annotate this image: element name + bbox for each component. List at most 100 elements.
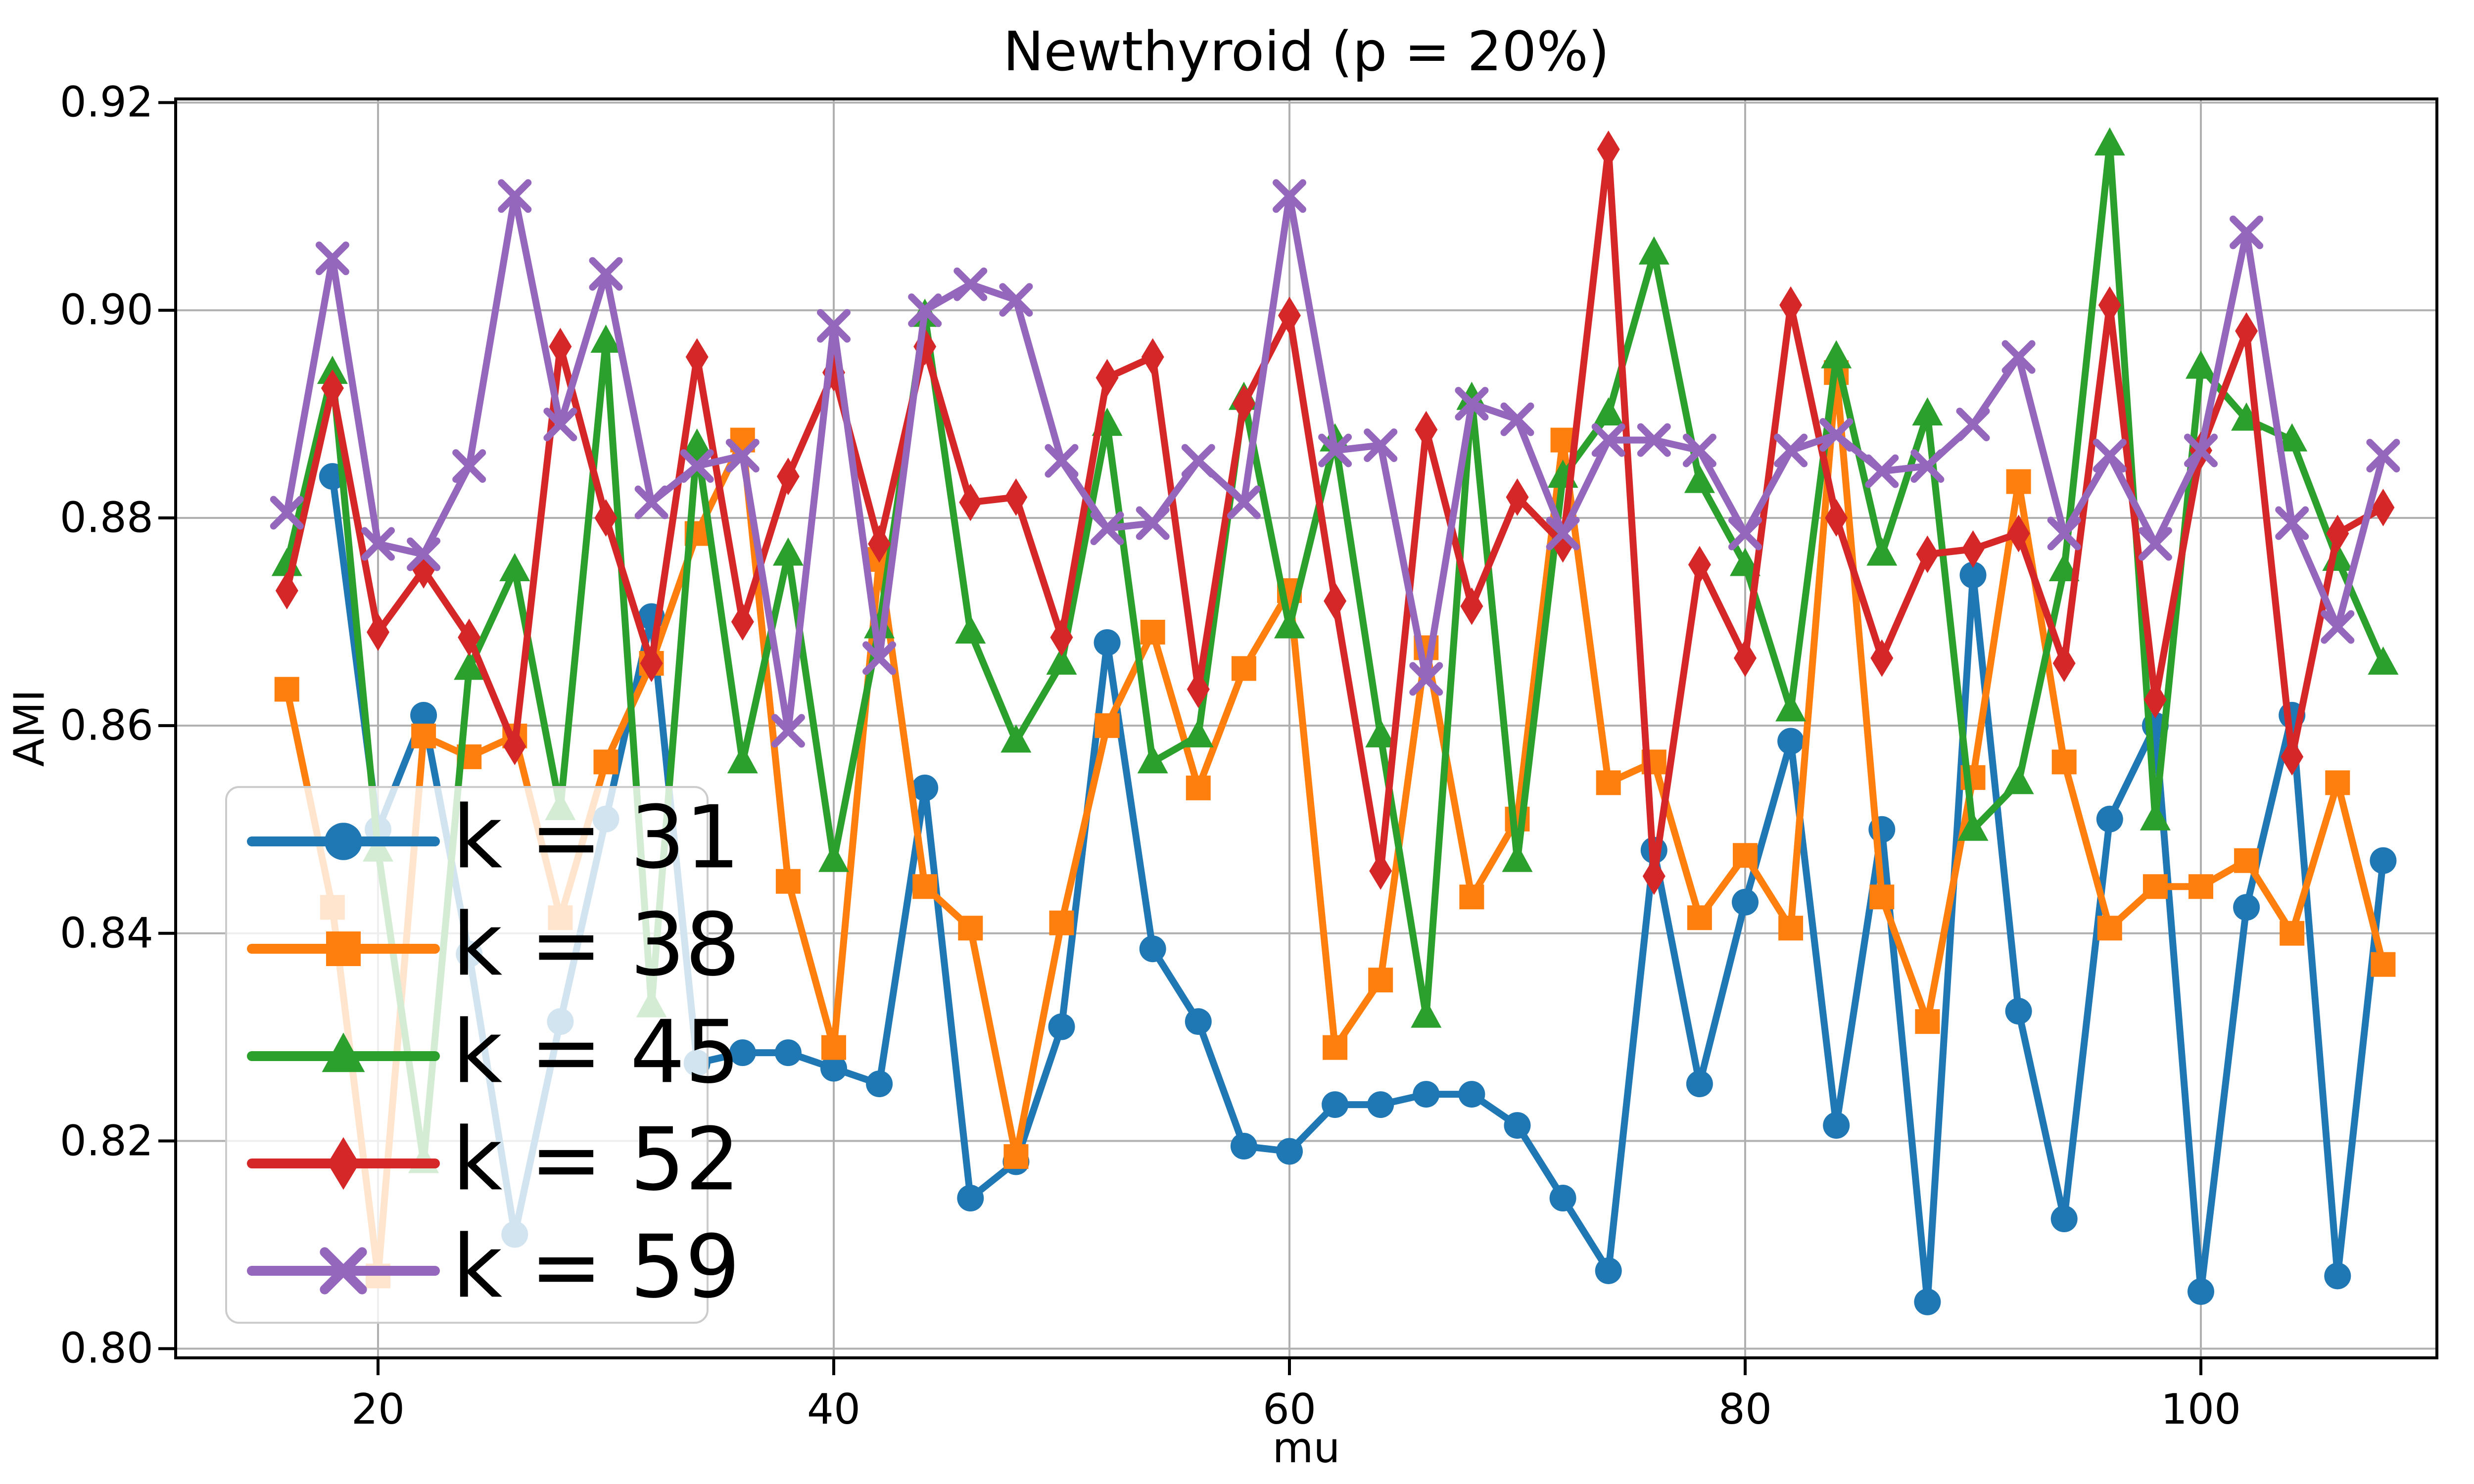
- data-point-marker: [361, 527, 395, 561]
- data-point-marker: [1318, 433, 1352, 467]
- data-point-marker: [912, 874, 938, 899]
- data-point-marker: [454, 651, 485, 680]
- data-point-marker: [1642, 857, 1665, 895]
- data-point-marker: [1688, 546, 1711, 584]
- legend-label: k = 38: [452, 894, 740, 995]
- x-tick-label: 20: [351, 1385, 405, 1434]
- data-point-marker: [1455, 387, 1489, 421]
- data-point-marker: [2277, 423, 2308, 452]
- data-point-marker: [2184, 433, 2218, 467]
- data-point-marker: [589, 257, 623, 291]
- data-point-marker: [1819, 418, 1854, 452]
- data-point-marker: [957, 1185, 984, 1212]
- data-point-marker: [367, 613, 389, 651]
- data-point-marker: [2186, 350, 2216, 379]
- data-point-marker: [1734, 639, 1757, 677]
- data-point-marker: [1185, 1008, 1212, 1035]
- data-point-marker: [1504, 1112, 1531, 1139]
- legend-item: k = 31: [227, 788, 740, 895]
- legend-label: k = 52: [452, 1109, 740, 1210]
- x-tick-label: 40: [807, 1385, 861, 1434]
- data-point-marker: [999, 283, 1033, 317]
- data-point-marker: [1137, 745, 1168, 774]
- data-point-marker: [315, 241, 349, 276]
- data-point-marker: [1413, 1081, 1440, 1108]
- data-point-marker: [1870, 639, 1894, 677]
- y-tick-label: 0.88: [59, 493, 153, 543]
- data-point-marker: [817, 309, 851, 343]
- data-point-marker: [681, 428, 713, 457]
- y-tick-label: 0.92: [59, 78, 153, 127]
- data-point-marker: [1365, 719, 1396, 747]
- y-tick-label: 0.90: [59, 285, 153, 335]
- x-tick-label: 80: [1718, 1385, 1772, 1434]
- data-point-marker: [2007, 514, 2030, 553]
- series-k=59: [270, 179, 2400, 748]
- data-point-marker: [1914, 1288, 1941, 1315]
- data-point-marker: [1682, 433, 1716, 467]
- data-point-marker: [2047, 516, 2081, 551]
- data-point-marker: [1597, 130, 1620, 168]
- data-point-marker: [2051, 749, 2077, 775]
- data-point-marker: [2230, 215, 2264, 249]
- data-point-marker: [1506, 478, 1529, 516]
- data-point-marker: [1094, 629, 1121, 656]
- data-point-marker: [774, 1039, 802, 1067]
- data-point-marker: [955, 615, 986, 644]
- data-point-marker: [2234, 848, 2259, 873]
- data-point-marker: [1596, 770, 1621, 795]
- data-point-marker: [549, 327, 572, 366]
- legend-item: k = 52: [227, 1110, 740, 1217]
- data-point-marker: [1139, 935, 1166, 963]
- data-point-marker: [680, 449, 714, 483]
- data-point-marker: [1866, 537, 1898, 566]
- data-point-marker: [953, 267, 988, 301]
- data-point-marker: [820, 1055, 847, 1082]
- data-point-marker: [2001, 340, 2036, 374]
- legend-sample-square-icon: [247, 931, 440, 966]
- data-point-marker: [1181, 444, 1215, 478]
- data-point-marker: [2281, 738, 2304, 776]
- data-point-marker: [1094, 713, 1120, 738]
- data-point-marker: [1916, 535, 1939, 573]
- data-point-marker: [2052, 644, 2076, 682]
- data-point-marker: [776, 458, 800, 496]
- data-point-marker: [2371, 952, 2396, 977]
- data-point-marker: [1048, 1013, 1075, 1040]
- data-point-marker: [771, 714, 805, 748]
- legend-item: k = 59: [227, 1217, 740, 1325]
- data-point-marker: [864, 610, 895, 639]
- data-point-marker: [1415, 411, 1438, 449]
- plot-border: [174, 97, 2438, 1359]
- data-point-marker: [868, 525, 891, 563]
- data-point-marker: [1050, 618, 1073, 656]
- data-point-marker: [911, 774, 939, 801]
- data-point-marker: [1141, 338, 1164, 376]
- data-point-marker: [1322, 1091, 1349, 1118]
- data-point-marker: [1821, 340, 1852, 369]
- data-point-marker: [1591, 423, 1625, 457]
- data-point-marker: [2188, 1278, 2214, 1305]
- x-tick-label: 100: [2160, 1385, 2241, 1434]
- legend-sample-x-icon: [247, 1247, 440, 1295]
- data-point-marker: [1687, 905, 1712, 930]
- data-point-marker: [1500, 402, 1534, 436]
- data-point-marker: [2050, 1206, 2078, 1232]
- data-point-marker: [866, 1070, 893, 1098]
- y-tick-label: 0.84: [59, 909, 153, 958]
- data-point-marker: [772, 537, 804, 566]
- x-tick-label: 60: [1262, 1385, 1317, 1434]
- data-point-marker: [1095, 359, 1119, 397]
- data-point-marker: [593, 749, 618, 775]
- data-point-marker: [498, 179, 532, 213]
- data-point-marker: [1411, 999, 1442, 1028]
- data-point-marker: [2096, 805, 2123, 833]
- data-point-marker: [1728, 516, 1762, 551]
- data-point-marker: [1915, 1009, 1940, 1034]
- data-point-marker: [1369, 852, 1392, 890]
- legend-item: k = 38: [227, 895, 740, 1003]
- data-point-marker: [2097, 916, 2122, 941]
- data-point-marker: [2368, 646, 2399, 675]
- data-point-marker: [411, 723, 436, 748]
